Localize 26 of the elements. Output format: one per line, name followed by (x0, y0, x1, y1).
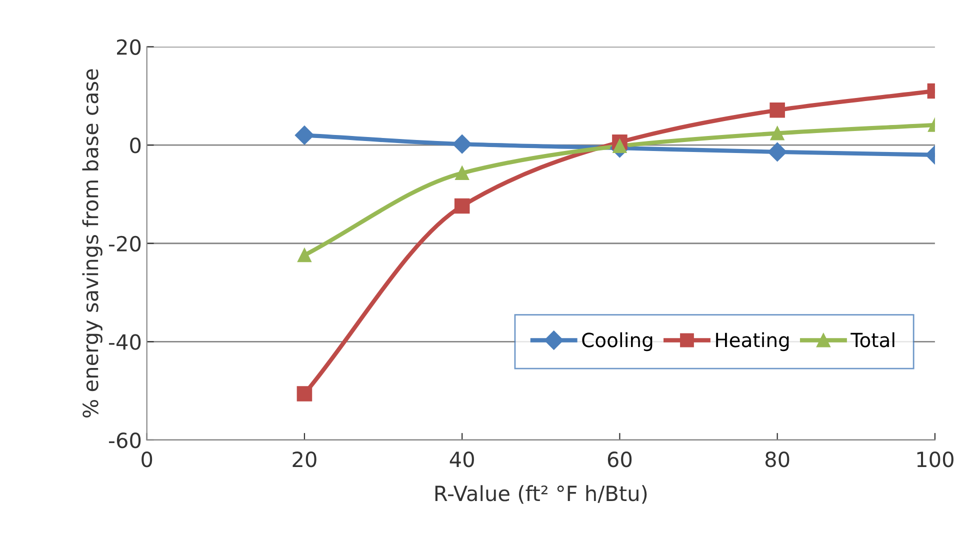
point (455, 166, 470, 180)
y-tick-label: -20 (108, 236, 141, 252)
point (452, 134, 472, 154)
point (296, 386, 312, 402)
point (454, 198, 470, 214)
x-tick-label: 40 (450, 451, 474, 468)
x-axis-title: R-Value (ft² °F h/Btu) (435, 485, 647, 504)
point (770, 102, 785, 118)
legend-label: Heating (716, 332, 789, 352)
point (298, 248, 312, 262)
point (294, 126, 314, 145)
y-axis-title: % energy savings from base case (82, 69, 102, 418)
y-tick-label: -40 (108, 334, 141, 350)
y-tick-label: -60 (108, 432, 141, 448)
point (768, 142, 787, 162)
x-tick-label: 60 (608, 451, 632, 468)
y-tick-label: 0 (130, 138, 141, 154)
x-tick-label: 100 (917, 451, 954, 468)
x-tick-label: 80 (765, 451, 790, 468)
legend-label: Cooling (582, 332, 652, 352)
point (612, 139, 627, 153)
point (770, 126, 784, 140)
legend-label: Total (850, 332, 894, 348)
y-tick-label: 20 (117, 39, 141, 55)
x-tick-label: 20 (292, 451, 316, 468)
x-tick-label: 0 (142, 451, 152, 468)
